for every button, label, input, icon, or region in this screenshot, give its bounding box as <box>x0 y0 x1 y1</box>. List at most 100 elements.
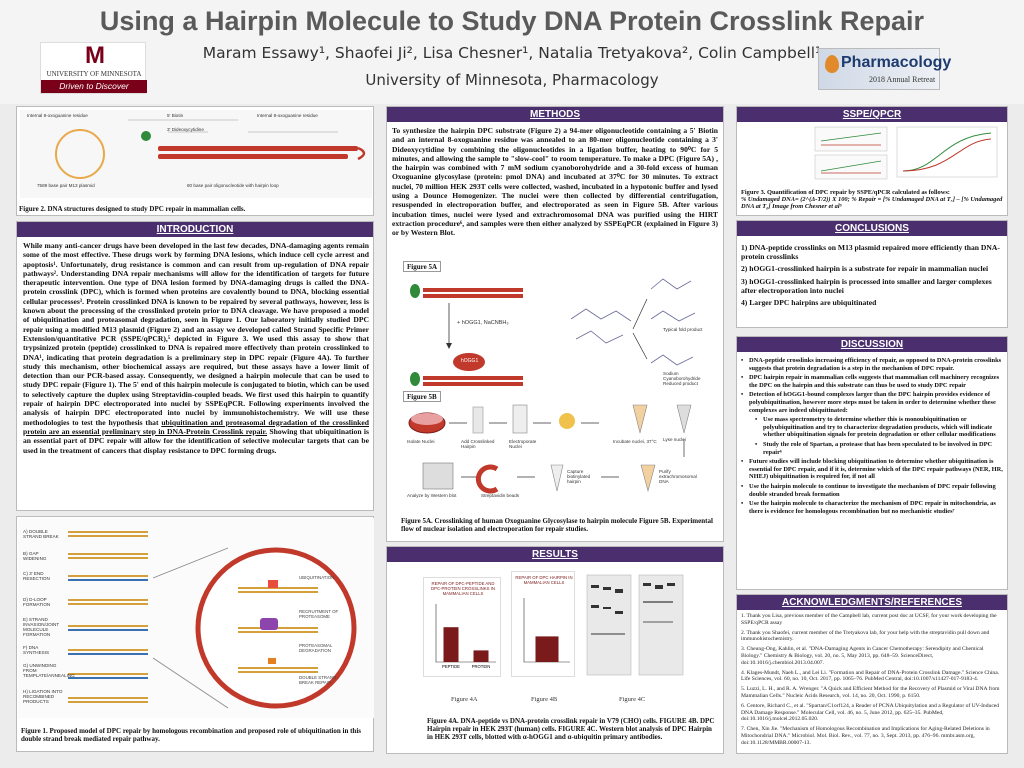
fig1-step: H) LIGATION INTO RECOMBINED PRODUCTS <box>23 689 63 704</box>
author-list: Maram Essawy¹, Shaofei Ji², Lisa Chesner… <box>202 44 822 62</box>
fig2-label: Internal 8-oxoguanine residue <box>257 113 318 118</box>
introduction-text: While many anti-cancer drugs have been d… <box>23 241 369 455</box>
figure-1-diagram <box>18 518 374 718</box>
fig2-label: 5' Biotin <box>167 113 184 118</box>
reference-item: 4. Klages-Mundt, Naeh L., and Lei Li. "F… <box>741 669 1000 683</box>
intro-text-b: Showing that ubiquitination is an essent… <box>23 426 369 455</box>
fig5a-note: Typical fold product <box>663 327 703 332</box>
pharmacology-logo: Pharmacology 2018 Annual Retreat <box>818 48 951 90</box>
figure-1-caption: Figure 1. Proposed model of DPC repair b… <box>21 727 361 743</box>
fig5b-step: Isolate Nuclei <box>407 439 435 444</box>
figure-5a-diagram <box>410 278 696 386</box>
figure-2-diagram <box>20 110 372 198</box>
fig5b-magnet-label: Streptavidin beads <box>481 493 520 498</box>
chart-bar <box>443 627 459 662</box>
sspe-panel: SSPE/QPCR Figure 3. Quantification of DP… <box>736 106 1008 216</box>
fig1-step: B) GAP WIDENING <box>23 551 47 561</box>
figure-4c <box>583 571 693 681</box>
fig5b-step: Incubate nuclei, 37°C <box>613 439 657 444</box>
reference-item: 2. Thank you Shaofei, current member of … <box>741 629 990 643</box>
chart-bar <box>535 636 559 662</box>
reference-item: 7. Chen, Xin Jie. "Mechanism of Homologo… <box>741 726 990 746</box>
fig5a-reagent: + hOGG1, NaCNBH₃ <box>457 320 509 326</box>
figure-4a: REPAIR OF DPC-PEPTIDE AND DPC-PROTEIN CR… <box>423 577 501 677</box>
figure-3-caption: Figure 3. Quantification of DPC repair b… <box>741 189 1005 210</box>
pharm-logo-sub: 2018 Annual Retreat <box>869 75 936 84</box>
fig4b-label: Figure 4B <box>531 696 558 703</box>
fig4a-label: Figure 4A <box>451 696 478 703</box>
acknowledgments-heading: ACKNOWLEDGMENTS/REFERENCES <box>737 595 1007 610</box>
discussion-item: Use the hairpin molecule to continue to … <box>741 483 1005 498</box>
fig5a-protein-label: hOGG1 <box>461 358 479 364</box>
discussion-subitem: Use mass spectrometry to determine wheth… <box>741 416 1005 439</box>
pharm-logo-name: Pharmacology <box>841 54 952 71</box>
fig2-label: Internal 8-oxoguanine residue <box>27 113 88 118</box>
reference-item: 1. Thank you Lisa, previous member of th… <box>741 613 997 626</box>
figure-5b: Figure 5B Isolate Nuclei Add Crosslinked… <box>401 389 713 509</box>
umn-tagline: Driven to Discover <box>41 80 147 93</box>
fig5a-note: Sodium Cyanoborohydride Reduced product <box>663 371 701 386</box>
discussion-item: DPC hairpin repair in mammalian cells su… <box>741 374 1005 389</box>
figure-5-caption: Figure 5A. Crosslinking of human Oxoguan… <box>401 517 713 533</box>
sspe-qpcr-figure <box>814 126 998 180</box>
sspe-heading: SSPE/QPCR <box>737 107 1007 122</box>
fig5b-step: Lyse nuclei <box>663 437 686 442</box>
figure-1-panel: A) DOUBLE STRAND BREAK B) GAP WIDENING C… <box>16 516 374 752</box>
poster-header: Using a Hairpin Molecule to Study DNA Pr… <box>0 0 1024 104</box>
conclusions-heading: CONCLUSIONS <box>737 221 1007 236</box>
discussion-item: DNA-peptide crosslinks increasing effici… <box>741 357 1005 372</box>
acknowledgments-panel: ACKNOWLEDGMENTS/REFERENCES 1. Thank you … <box>736 594 1008 754</box>
methods-text: To synthesize the hairpin DPC substrate … <box>392 126 718 238</box>
references-list: 1. Thank you Lisa, previous member of th… <box>741 613 1005 750</box>
reference-item: 6. Centore, Richard C., et al. "Spartan/… <box>741 702 1000 723</box>
fig5b-step: Add Crosslinked Hairpin <box>461 439 495 449</box>
fig4c-label: Figure 4C <box>619 696 646 703</box>
fig4a-title: REPAIR OF DPC-PEPTIDE AND DPC-PROTEIN CR… <box>431 581 495 596</box>
intro-hypothesis: ubiquitination and proteasomal degradati… <box>23 417 369 436</box>
fig5b-step: Purify extrachromosomal DNA <box>659 469 697 484</box>
chart-bar <box>473 650 489 662</box>
fig5b-step: Electroporate Nuclei <box>509 439 537 449</box>
reference-item: 5. Luzzi, L. H., and R. A. Wrenger. "A Q… <box>741 686 1000 699</box>
conclusion-item: 2) hOGG1-crosslinked hairpin is a substr… <box>741 264 989 274</box>
figure-4-caption: Figure 4A. DNA-peptide vs DNA-protein cr… <box>427 717 715 741</box>
discussion-item: Detection of hOGG1-bound complexes large… <box>741 391 1005 414</box>
fig2-label: 3' Dideoxycytidine <box>167 127 204 132</box>
fig5b-step: Analyze by Western blot <box>407 493 457 498</box>
fig1-step: F) DNA SYNTHESIS <box>23 645 50 655</box>
discussion-panel: DISCUSSION DNA-peptide crosslinks increa… <box>736 336 1008 590</box>
drop-icon <box>825 55 839 73</box>
conclusion-item: 3) hOGG1-crosslinked hairpin is processe… <box>741 276 992 295</box>
introduction-panel: INTRODUCTION While many anti-cancer drug… <box>16 221 374 511</box>
figure-2-panel: Internal 8-oxoguanine residue 5' Biotin … <box>16 106 374 216</box>
western-blot-image <box>586 574 684 676</box>
conclusion-item: 4) Larger DPC hairpins are ubiquitinated <box>741 298 877 308</box>
fig4a-chart: PEPTIDE PROTEIN <box>435 604 496 669</box>
affiliation: University of Minnesota, Pharmacology <box>365 71 659 89</box>
fig1-step: G) UNWINDING FROM TEMPLATE/ANNEALING <box>23 663 75 678</box>
discussion-item: Use the hairpin molecule to characterize… <box>741 500 1005 515</box>
discussion-list: DNA-peptide crosslinks increasing effici… <box>741 357 1005 517</box>
fig1-step: C) 3' END RESECTION <box>23 571 50 581</box>
fig1-step: A) DOUBLE STRAND BREAK <box>23 529 59 539</box>
fig1-right-label: PROTEASOMAL DEGRADATION <box>299 643 333 653</box>
figure-3-caption-a: Figure 3. Quantification of DPC repair b… <box>741 189 950 196</box>
conclusions-list: 1) DNA-peptide crosslinks on M13 plasmid… <box>741 243 1003 310</box>
fig1-right-label: UBIQUITINATION <box>299 575 335 580</box>
results-panel: RESULTS REPAIR OF DPC-PEPTIDE AND DPC-PR… <box>386 546 724 754</box>
methods-panel: METHODS To synthesize the hairpin DPC su… <box>386 106 724 542</box>
fig1-step: D) D-LOOP FORMATION <box>23 597 51 607</box>
university-logo: M UNIVERSITY OF MINNESOTA Driven to Disc… <box>40 42 147 94</box>
fig5b-step: Capture biotinylated hairpin <box>567 469 591 484</box>
figure-3-caption-b: % Undamaged DNA= (2^(Δ-T/2)) X 100; % Re… <box>741 196 1003 210</box>
umn-name: UNIVERSITY OF MINNESOTA <box>46 70 142 78</box>
methods-heading: METHODS <box>387 107 723 122</box>
discussion-item: Future studies will include blocking ubi… <box>741 458 1005 481</box>
fig2-label: 7589 base pair M13 plasmid <box>37 183 95 188</box>
fig4b-chart <box>523 598 570 663</box>
poster-title: Using a Hairpin Molecule to Study DNA Pr… <box>99 6 925 36</box>
reference-item: 3. Cheung-Ong, Kahlin, et al. "DNA-Damag… <box>741 646 984 666</box>
figure-5a: Figure 5A + hOGG1, NaCNBH₃ hOGG1 Typical… <box>401 259 713 393</box>
figure-4b: REPAIR OF DPC HAIRPIN IN MAMMALIAN CELLS <box>511 571 575 677</box>
chart-category-label: PEPTIDE <box>442 664 460 669</box>
